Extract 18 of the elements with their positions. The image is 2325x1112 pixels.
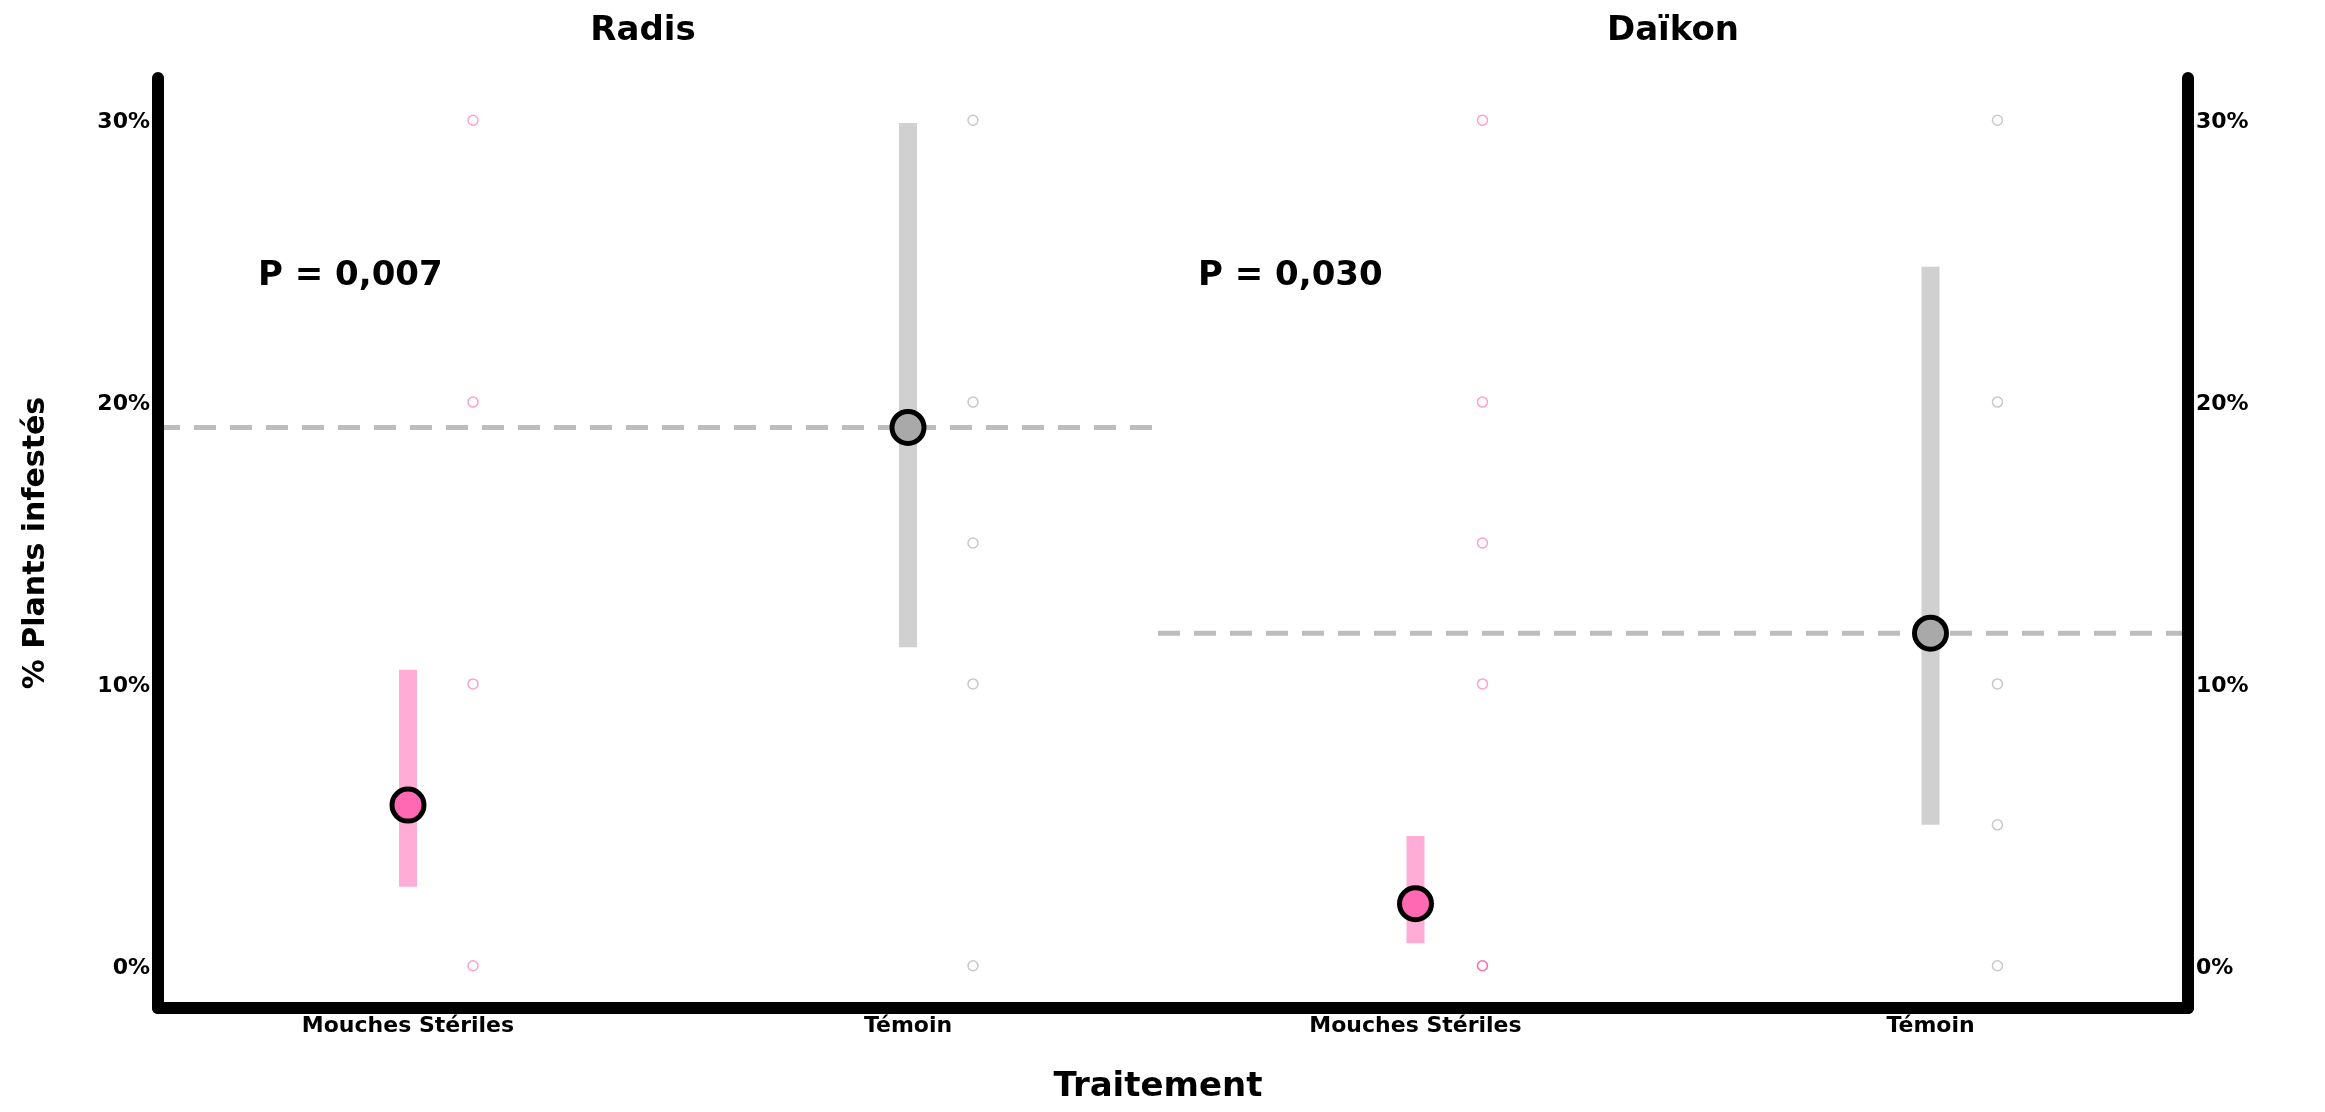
chart-title: Radis	[589, 8, 697, 50]
y-tick-label: 0%	[2196, 953, 2234, 979]
y-tick-label: 30%	[2196, 108, 2249, 134]
x-tick-label: Mouches Stériles	[301, 1011, 515, 1037]
y-tick-label: 10%	[97, 671, 150, 697]
chart-title: Daïkon	[1605, 8, 1741, 50]
y-tick-label: 10%	[2196, 671, 2249, 697]
x-tick-label: Témoin	[1886, 1011, 1975, 1037]
x-tick-label: Mouches Stériles	[1309, 1011, 1522, 1037]
x-tick-label: Témoin	[863, 1011, 953, 1037]
y-tick-label: 30%	[97, 108, 150, 134]
y-tick-label: 0%	[112, 953, 150, 979]
y-tick-label: 20%	[2196, 389, 2249, 415]
annotation: P = 0,007	[258, 253, 443, 293]
x-axis-title: Traitement	[1052, 1064, 1264, 1104]
annotation: P = 0,030	[1198, 253, 1383, 293]
y-axis-title: % Plants infestés	[15, 396, 51, 690]
y-tick-label: 20%	[97, 389, 150, 415]
